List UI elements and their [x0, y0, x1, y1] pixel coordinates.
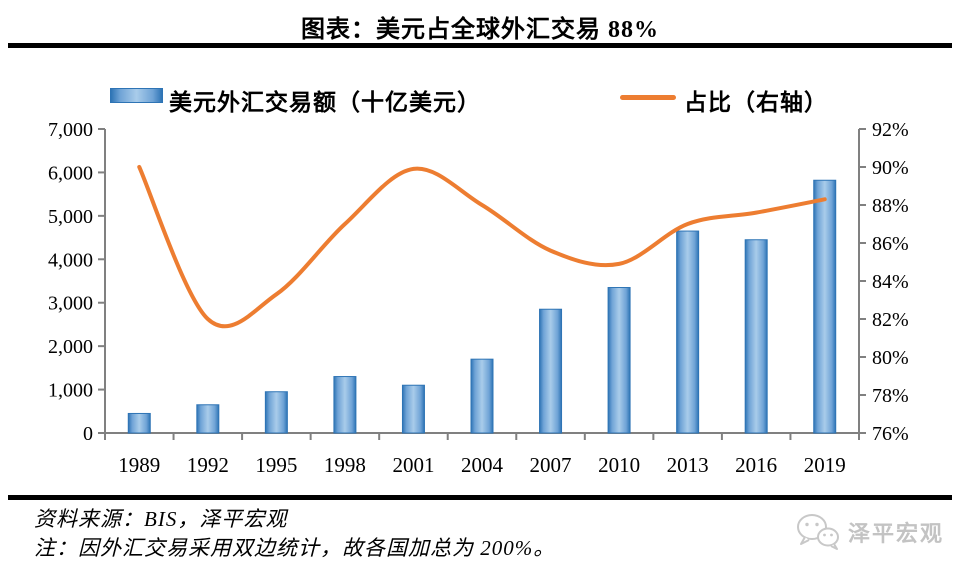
x-tick-label: 2019: [804, 453, 846, 477]
left-tick-label: 5,000: [48, 206, 93, 228]
x-tick-label: 2007: [530, 453, 572, 477]
right-tick-label: 88%: [872, 195, 909, 217]
x-tick-label: 2010: [598, 453, 640, 477]
bar-2007: [539, 308, 563, 434]
source-note: 资料来源：BIS，泽平宏观: [34, 507, 288, 531]
left-tick-label: 0: [83, 423, 93, 445]
x-tick-label: 2004: [461, 453, 504, 477]
left-tick-label: 7,000: [48, 119, 93, 141]
bar-2013: [676, 230, 700, 434]
bar-1995: [264, 391, 288, 434]
bar-2004: [470, 358, 494, 434]
x-tick-label: 1989: [118, 453, 160, 477]
page-title: 图表：美元占全球外汇交易 88%: [301, 17, 659, 43]
left-tick-label: 1,000: [48, 380, 93, 402]
left-tick-label: 6,000: [48, 162, 93, 184]
bar-2016: [744, 239, 768, 434]
right-tick-label: 84%: [872, 271, 909, 293]
right-tick-label: 80%: [872, 347, 909, 369]
x-tick-label: 1995: [255, 453, 297, 477]
bar-1989: [127, 412, 151, 434]
top-divider: [8, 43, 952, 48]
method-note: 注：因外汇交易采用双边统计，故各国加总为 200%。: [34, 536, 556, 560]
bar-1998: [333, 376, 357, 434]
left-tick-label: 4,000: [48, 249, 93, 271]
right-tick-label: 86%: [872, 233, 909, 255]
line-series: [137, 165, 827, 329]
bar-series: [127, 179, 837, 434]
legend-bar-label: 美元外汇交易额（十亿美元）: [169, 90, 481, 115]
left-tick-label: 2,000: [48, 336, 93, 358]
legend-line-label: 占比（右轴）: [684, 90, 828, 115]
watermark-text: 泽平宏观: [848, 521, 945, 546]
legend-line-swatch: [620, 95, 676, 100]
left-tick-label: 3,000: [48, 293, 93, 315]
bar-2010: [607, 287, 631, 434]
right-tick-label: 90%: [872, 157, 909, 179]
axis-labels: 0 1,000 2,000 3,000 4,000 5,000 6,000 7,000 76% 7…: [48, 119, 909, 477]
watermark: 泽平宏观: [795, 512, 944, 552]
bar-2019: [813, 179, 837, 434]
x-tick-label: 1992: [187, 453, 229, 477]
right-tick-label: 82%: [872, 309, 909, 331]
bar-2001: [401, 384, 425, 434]
x-tick-label: 2016: [735, 453, 777, 477]
share-trend-line: [137, 165, 827, 329]
bar-1992: [196, 404, 220, 434]
wechat-icon: [797, 514, 839, 550]
right-tick-label: 92%: [872, 119, 909, 141]
x-tick-label: 1998: [324, 453, 366, 477]
bottom-divider: [8, 495, 952, 500]
legend-bar-swatch: [110, 88, 163, 103]
chart-canvas: 0 1,000 2,000 3,000 4,000 5,000 6,000 7,000 76% 7…: [48, 119, 909, 477]
right-tick-label: 78%: [872, 385, 909, 407]
x-tick-label: 2001: [392, 453, 434, 477]
x-tick-label: 2013: [667, 453, 709, 477]
right-tick-label: 76%: [872, 423, 909, 445]
